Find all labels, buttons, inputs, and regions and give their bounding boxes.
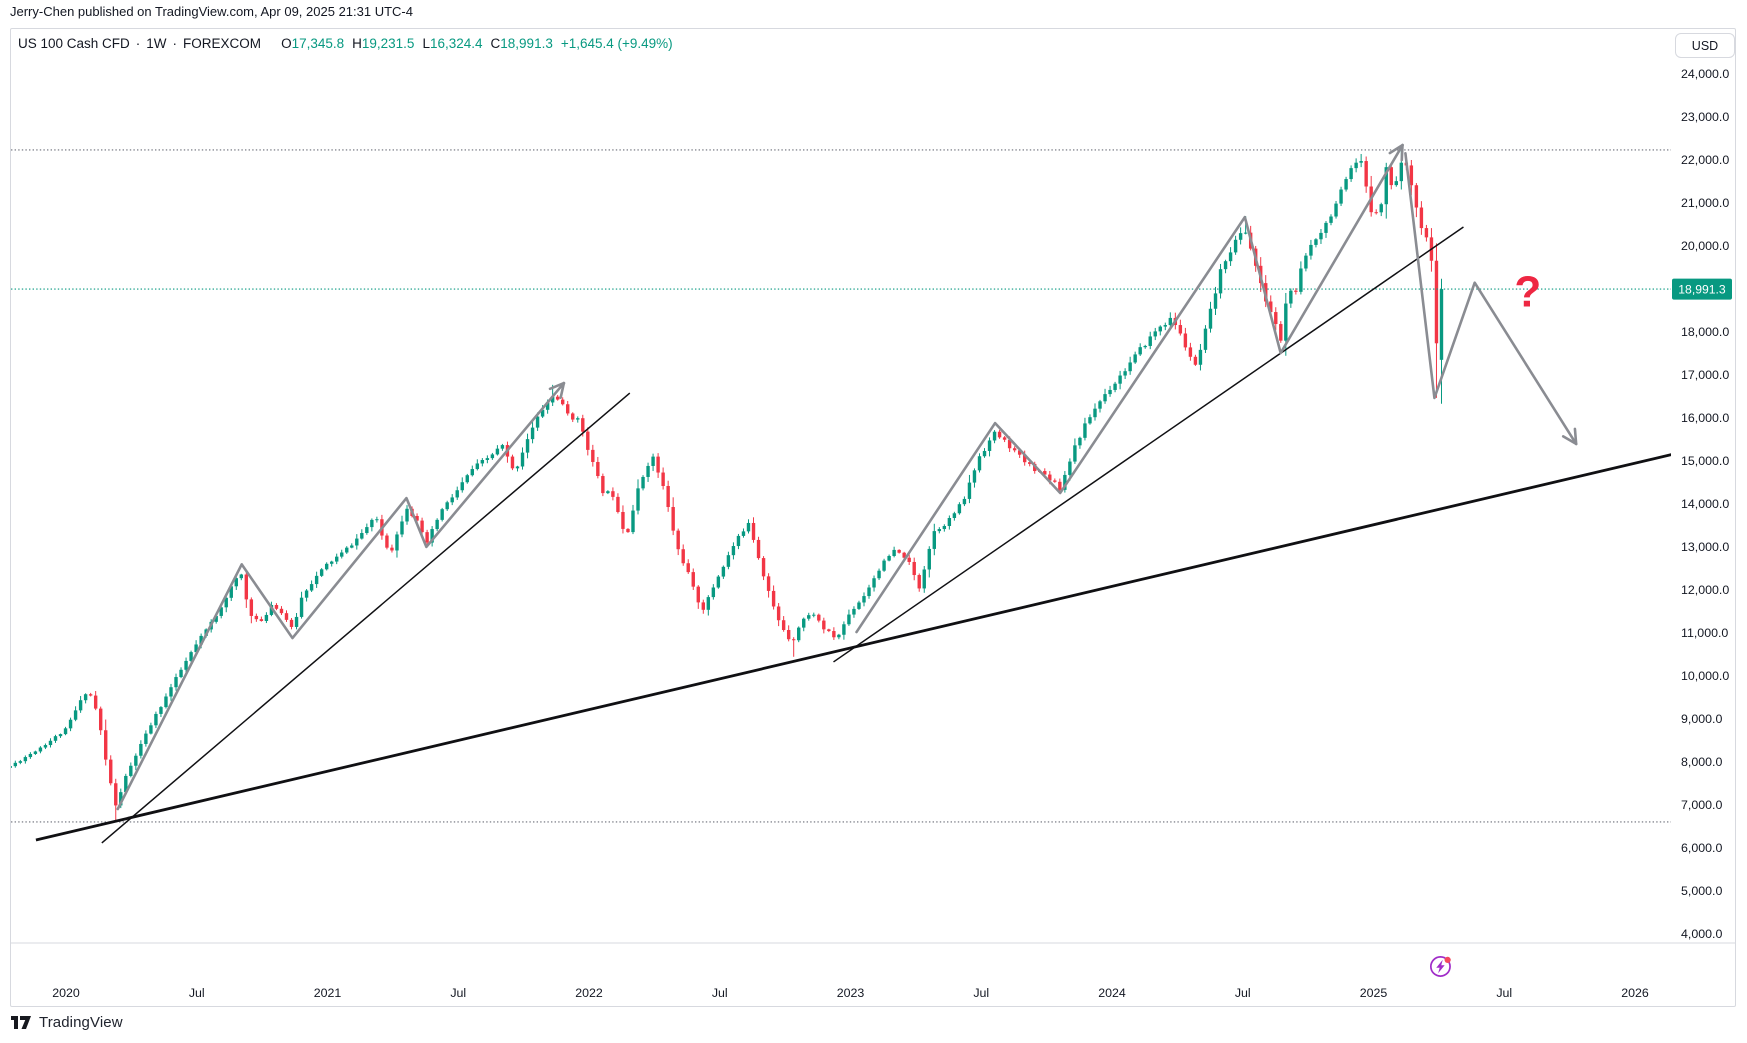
high-label: H	[352, 36, 362, 51]
open-label: O	[281, 36, 292, 51]
tradingview-logo[interactable]: TradingView	[10, 1014, 123, 1031]
exchange[interactable]: FOREXCOM	[183, 36, 262, 51]
open-value: 17,345.8	[291, 36, 345, 51]
low-label: L	[422, 36, 430, 51]
interval[interactable]: 1W	[146, 36, 167, 51]
ohlc-values: O17,345.8 H19,231.5 L16,324.4 C18,991.3	[273, 36, 553, 51]
separator: ·	[172, 36, 178, 51]
attribution: Jerry-Chen published on TradingView.com,…	[10, 4, 413, 19]
close-value: 18,991.3	[500, 36, 553, 51]
symbol-name[interactable]: US 100 Cash CFD	[18, 36, 130, 51]
symbol-header: US 100 Cash CFD · 1W · FOREXCOM O17,345.8 H19,…	[18, 36, 673, 51]
tradingview-logo-icon	[11, 1015, 31, 1029]
brand-name: TradingView	[39, 1014, 123, 1031]
currency-button[interactable]: USD	[1675, 33, 1735, 58]
low-value: 16,324.4	[429, 36, 483, 51]
change-value: +1,645.4 (+9.49%)	[560, 36, 673, 51]
separator: ·	[135, 36, 141, 51]
high-value: 19,231.5	[361, 36, 415, 51]
chart-card	[10, 28, 1736, 1007]
close-label: C	[490, 36, 501, 51]
